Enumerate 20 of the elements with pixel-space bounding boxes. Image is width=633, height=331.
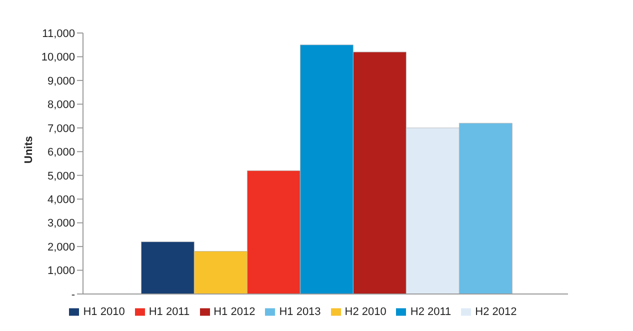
legend-label: H1 2012 [214,306,256,318]
legend-label: H2 2012 [475,306,517,318]
y-tick-label: 10,000 [41,52,75,64]
legend-label: H1 2011 [148,306,190,318]
y-axis-title: Units [22,136,35,164]
y-tick-label: 4,000 [47,194,75,206]
legend-label: H1 2013 [279,306,321,318]
y-tick-label: 9,000 [47,75,75,88]
legend-label: H2 2010 [344,306,386,318]
y-tick-label: 2,000 [47,241,75,254]
legend-label: H1 2010 [83,306,125,318]
y-tick-label: 5,000 [47,170,75,182]
legend-label: H2 2011 [410,306,452,318]
y-tick-label: 7,000 [47,122,75,135]
y-tick-label: 11,000 [42,28,75,40]
y-tick-label: 1,000 [47,265,75,278]
y-tick-label: 8,000 [47,99,75,112]
y-tick-label: - [71,288,76,301]
y-tick-label: 3,000 [47,218,75,230]
y-tick-label: 6,000 [47,146,75,159]
